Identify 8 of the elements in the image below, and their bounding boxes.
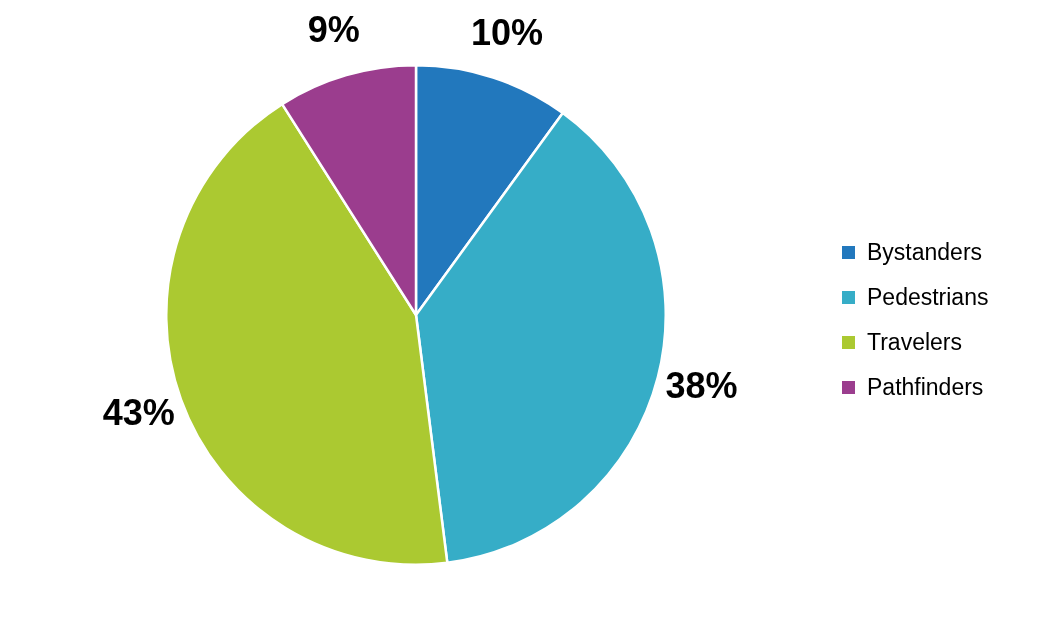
legend-label: Pathfinders xyxy=(867,374,984,401)
legend-label: Travelers xyxy=(867,329,962,356)
legend-label: Bystanders xyxy=(867,239,983,266)
data-label: 38% xyxy=(665,365,738,407)
legend-label: Pedestrians xyxy=(867,284,989,311)
data-label: 9% xyxy=(307,8,360,50)
data-label: 10% xyxy=(471,11,544,53)
data-label: 43% xyxy=(102,391,175,433)
